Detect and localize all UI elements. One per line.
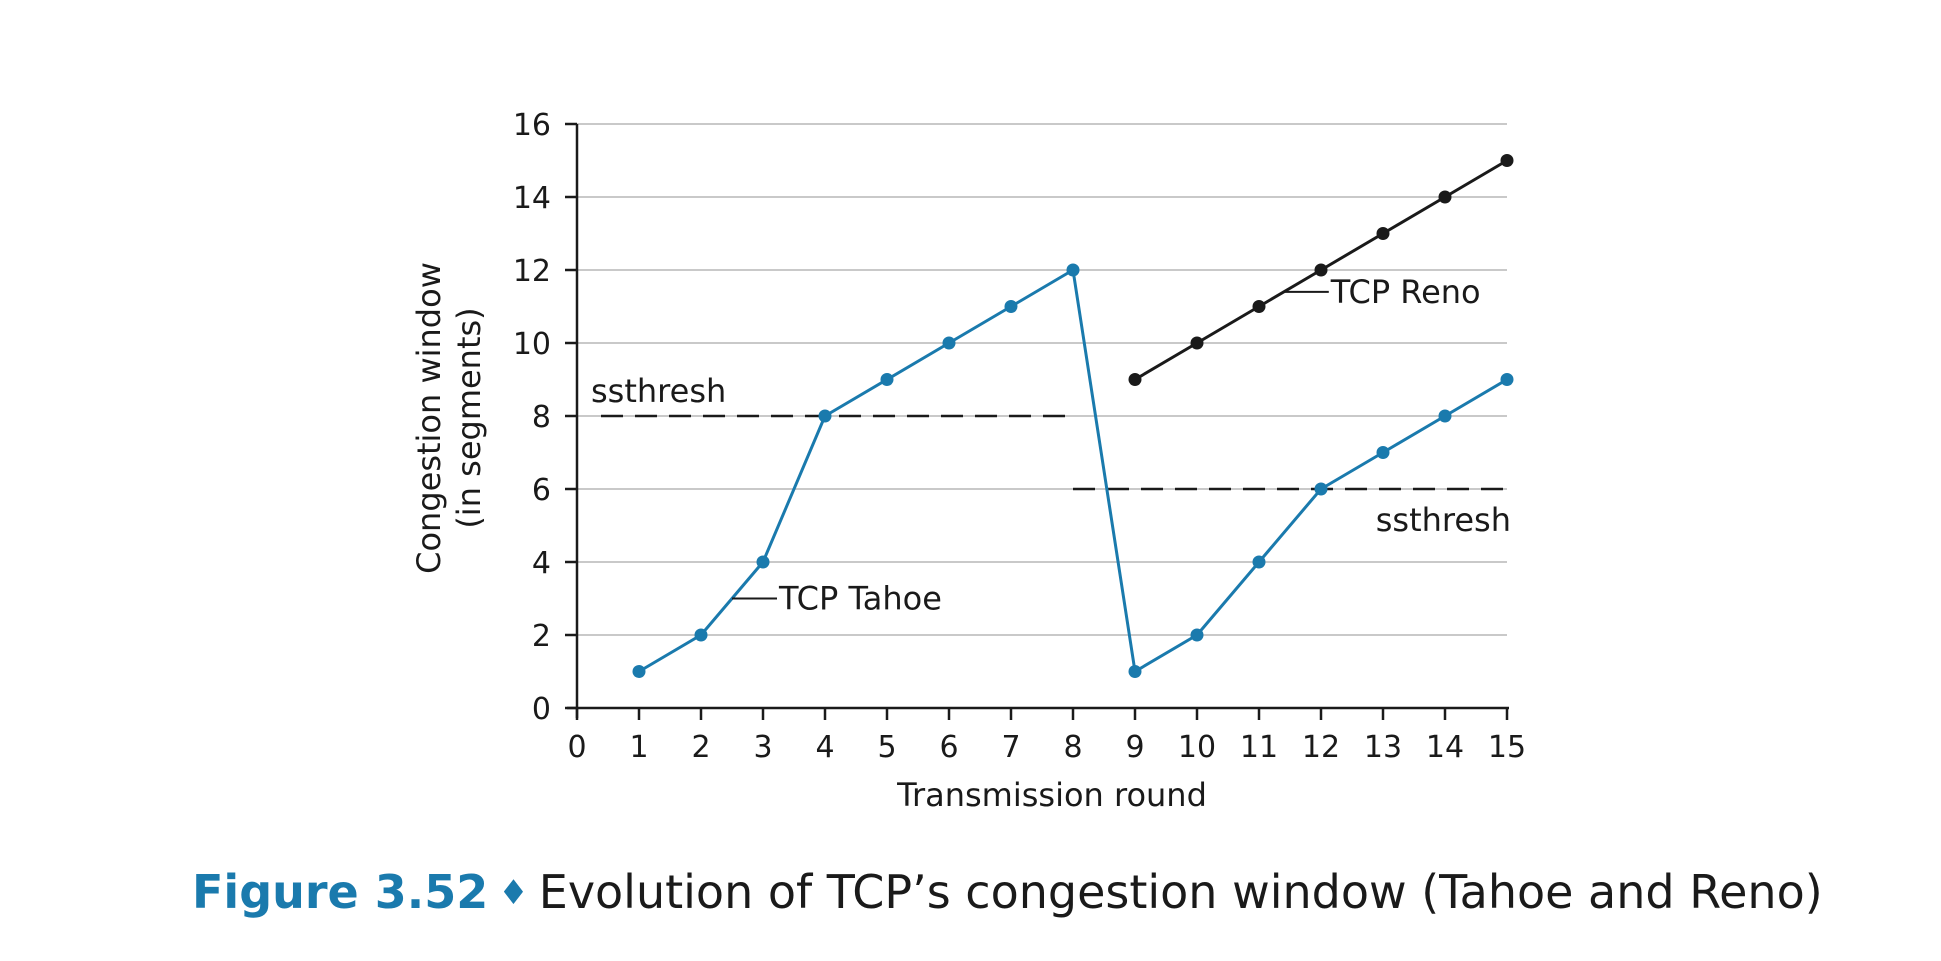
x-tick-label-15: 15 xyxy=(1488,730,1526,765)
tcp-tahoe-point-14 xyxy=(1438,409,1452,423)
y-axis-title: Congestion window(in segments) xyxy=(410,262,488,574)
tcp-reno-point-15 xyxy=(1500,154,1514,167)
x-tick-label-6: 6 xyxy=(939,730,958,765)
threshold-lines xyxy=(601,414,1513,491)
tcp-tahoe-point-13 xyxy=(1376,446,1390,459)
y-tick-label-2: 2 xyxy=(532,619,551,654)
x-tick-label-10: 10 xyxy=(1178,730,1216,765)
figure-number: Figure 3.52 xyxy=(192,865,489,919)
y-tick-label-8: 8 xyxy=(532,400,551,435)
y-tick-label-6: 6 xyxy=(532,473,551,508)
y-tick-label-0: 0 xyxy=(532,692,551,727)
tcp-reno-point-9 xyxy=(1128,373,1142,386)
y-tick-label-14: 14 xyxy=(513,181,551,216)
x-tick-label-1: 1 xyxy=(629,730,648,765)
ssthresh-label-1: ssthresh xyxy=(591,372,726,410)
y-tick-label-4: 4 xyxy=(532,546,551,581)
tcp-reno-point-14 xyxy=(1438,190,1452,204)
x-tick-label-9: 9 xyxy=(1125,730,1144,765)
ssthresh-label-2: ssthresh xyxy=(1376,501,1511,539)
tcp-tahoe-point-9 xyxy=(1128,665,1142,678)
x-tick-label-11: 11 xyxy=(1240,730,1278,765)
x-tick-label-2: 2 xyxy=(691,730,710,765)
tcp-reno-label: TCP Reno xyxy=(1330,273,1481,311)
y-tick-label-10: 10 xyxy=(513,327,551,362)
tcp-tahoe-point-10 xyxy=(1190,628,1204,642)
tcp-reno-point-13 xyxy=(1376,227,1390,240)
tcp-reno-point-12 xyxy=(1314,263,1328,277)
tcp-tahoe-point-1 xyxy=(632,665,646,678)
x-tick-label-12: 12 xyxy=(1302,730,1340,765)
data-series xyxy=(632,154,1514,678)
y-axis-title-line-2: (in segments) xyxy=(450,307,488,528)
x-tick-label-14: 14 xyxy=(1426,730,1464,765)
tcp-tahoe-point-11 xyxy=(1252,555,1266,569)
caption-text: Evolution of TCP’s congestion window (Ta… xyxy=(538,865,1823,919)
annotations: ssthresh ssthresh TCP Tahoe TCP Reno xyxy=(591,273,1511,618)
tcp-tahoe-point-15 xyxy=(1500,373,1514,386)
x-tick-label-5: 5 xyxy=(877,730,896,765)
x-tick-label-0: 0 xyxy=(567,730,586,765)
tcp-tahoe-point-8 xyxy=(1066,263,1080,277)
tcp-tahoe-point-2 xyxy=(694,628,708,642)
x-tick-label-13: 13 xyxy=(1364,730,1402,765)
tcp-tahoe-point-5 xyxy=(880,373,894,386)
tcp-tahoe-point-7 xyxy=(1004,300,1018,313)
y-tick-label-12: 12 xyxy=(513,254,551,289)
tcp-tahoe-point-4 xyxy=(818,409,832,423)
tcp-reno-point-11 xyxy=(1252,300,1266,313)
gridlines xyxy=(577,123,1507,636)
x-axis-title: Transmission round xyxy=(896,776,1207,814)
x-tick-label-8: 8 xyxy=(1063,730,1082,765)
tcp-tahoe-point-12 xyxy=(1314,482,1328,496)
figure-caption: Figure 3.52 ♦ Evolution of TCP’s congestio… xyxy=(192,865,1823,919)
diamond-icon: ♦ xyxy=(498,873,529,913)
tcp-reno-point-10 xyxy=(1190,336,1204,350)
tcp-tahoe-point-6 xyxy=(942,336,956,350)
y-tick-label-16: 16 xyxy=(513,108,551,143)
x-tick-label-4: 4 xyxy=(815,730,834,765)
x-tick-label-7: 7 xyxy=(1001,730,1020,765)
tcp-tahoe-label: TCP Tahoe xyxy=(778,580,942,618)
x-tick-label-3: 3 xyxy=(753,730,772,765)
tcp-tahoe-point-3 xyxy=(756,555,770,569)
tcp-tahoe-line xyxy=(638,268,1508,673)
y-axis-title-line-1: Congestion window xyxy=(410,262,448,574)
